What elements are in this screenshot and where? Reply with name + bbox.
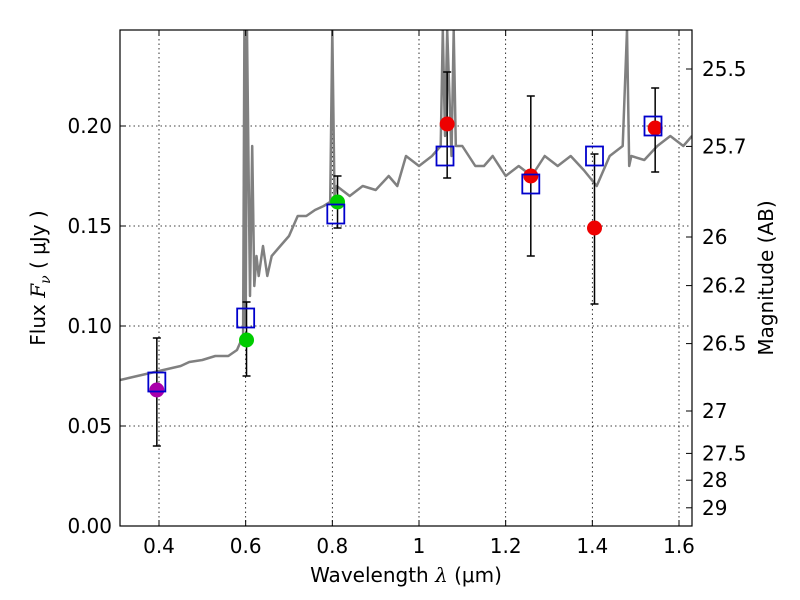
y-tick-label: 0.05 [67, 414, 112, 438]
y-axis-title: Flux Fν ( μJy ) [26, 210, 54, 345]
observed-point [587, 220, 602, 236]
plot-area [120, 30, 692, 447]
model-photometry-point [147, 371, 167, 393]
x-tick-label: 1.4 [576, 534, 608, 558]
model-photometry-point [236, 307, 256, 329]
model-photometry-point [643, 115, 663, 137]
model-photometry-point [326, 203, 346, 225]
magnitude-tick-label: 28 [702, 468, 727, 492]
magnitude-axis-title: Magnitude (AB) [754, 200, 778, 355]
observed-point [647, 120, 663, 136]
grid-lines [120, 30, 692, 527]
y-tick-label: 0.20 [67, 114, 112, 138]
magnitude-tick-label: 27.5 [702, 441, 747, 465]
x-axis-title: Wavelength λ (μm) [310, 563, 502, 587]
magnitude-tick-label: 26.5 [702, 332, 747, 356]
observed-point [523, 168, 539, 184]
model-photometry-point [521, 173, 541, 195]
x-tick-label: 0.6 [230, 534, 262, 558]
observed-point [439, 116, 455, 132]
x-tick-label: 0.8 [316, 534, 348, 558]
magnitude-tick-label: 26.2 [702, 274, 747, 298]
x-tick-label: 1.6 [663, 534, 695, 558]
model-spectrum-line [120, 30, 692, 382]
magnitude-tick-label: 26 [702, 225, 727, 249]
observed-point [330, 194, 346, 210]
magnitude-tick-label: 25.5 [702, 57, 747, 81]
x-tick-label: 1.2 [490, 534, 522, 558]
x-tick-label: 0.4 [143, 534, 175, 558]
magnitude-tick-label: 25.7 [702, 134, 747, 158]
model-photometry-point [435, 145, 455, 167]
magnitude-tick-label: 29 [702, 496, 727, 520]
model-photometry-point [585, 145, 604, 167]
observed-point [239, 332, 255, 348]
x-tick-label: 1 [413, 534, 426, 558]
y-tick-label: 0.10 [67, 314, 112, 338]
observed-point [149, 382, 165, 398]
axis-ticks: 0.4 0.6 0.8 1 1.2 1.4 1.6 0.00 0.05 0.10 0.15 0.20 2… [67, 30, 747, 558]
plot-frame [119, 29, 693, 527]
y-tick-label: 0.00 [67, 514, 112, 538]
y-tick-label: 0.15 [67, 214, 112, 238]
magnitude-tick-label: 27 [702, 399, 727, 423]
